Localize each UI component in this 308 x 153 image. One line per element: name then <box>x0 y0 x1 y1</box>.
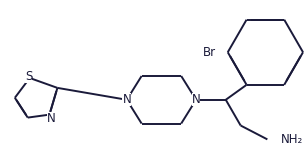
Text: NH₂: NH₂ <box>281 133 303 146</box>
Text: N: N <box>192 93 201 106</box>
Text: N: N <box>47 112 56 125</box>
Text: N: N <box>122 93 131 106</box>
Text: Br: Br <box>203 46 216 59</box>
Text: S: S <box>25 69 32 82</box>
